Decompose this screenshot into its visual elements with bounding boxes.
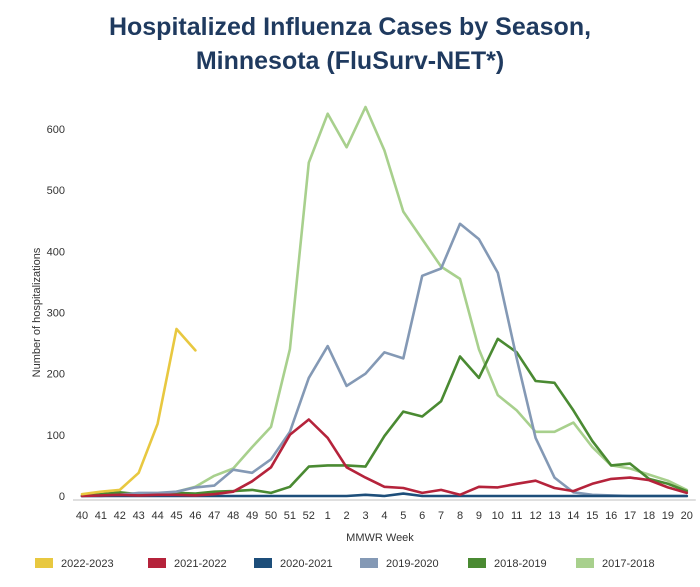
y-axis-label: Number of hospitalizations (31, 247, 43, 377)
y-tick-label: 0 (59, 491, 65, 503)
x-tick-label: 18 (643, 510, 655, 522)
x-tick-label: 52 (303, 510, 315, 522)
x-tick-label: 17 (624, 510, 636, 522)
x-tick-label: 6 (419, 510, 425, 522)
x-tick-label: 4 (381, 510, 387, 522)
x-tick-label: 5 (400, 510, 406, 522)
x-tick-label: 14 (567, 510, 579, 522)
legend-label-2018-2019: 2018-2019 (494, 558, 547, 570)
x-tick-label: 10 (492, 510, 504, 522)
x-tick-label: 13 (548, 510, 560, 522)
series-line-2018-2019 (80, 337, 689, 498)
x-tick-label: 50 (265, 510, 277, 522)
series-line-2022-2023 (80, 327, 197, 496)
x-tick-label: 12 (529, 510, 541, 522)
legend-swatch-2022-2023 (35, 558, 53, 568)
x-tick-label: 42 (114, 510, 126, 522)
y-tick-label: 400 (47, 246, 65, 258)
y-tick-label: 200 (47, 369, 65, 381)
legend-label-2017-2018: 2017-2018 (602, 558, 655, 570)
legend-label-2020-2021: 2020-2021 (280, 558, 333, 570)
y-tick-label: 600 (47, 124, 65, 136)
x-tick-label: 16 (605, 510, 617, 522)
x-tick-label: 11 (511, 510, 522, 522)
x-tick-label: 51 (284, 510, 296, 522)
y-tick-label: 300 (47, 308, 65, 320)
legend-label-2022-2023: 2022-2023 (61, 558, 114, 570)
x-tick-label: 43 (133, 510, 145, 522)
y-tick-label: 500 (47, 185, 65, 197)
x-tick-label: 46 (189, 510, 201, 522)
x-tick-label: 9 (476, 510, 482, 522)
x-tick-label: 7 (438, 510, 444, 522)
chart-title: Hospitalized Influenza Cases by Season, … (0, 10, 700, 78)
x-tick-label: 1 (325, 510, 331, 522)
chart-title-line1: Hospitalized Influenza Cases by Season, (108, 13, 592, 41)
legend-label-2021-2022: 2021-2022 (174, 558, 227, 570)
x-tick-label: 41 (95, 510, 107, 522)
x-tick-label: 20 (681, 510, 693, 522)
x-tick-label: 2 (344, 510, 350, 522)
x-tick-label: 47 (208, 510, 220, 522)
x-tick-label: 3 (362, 510, 368, 522)
x-tick-label: 8 (457, 510, 463, 522)
x-tick-label: 45 (170, 510, 182, 522)
legend-swatch-2021-2022 (148, 558, 166, 568)
legend-swatch-2020-2021 (254, 558, 272, 568)
x-axis-label: MMWR Week (346, 532, 414, 544)
chart-title-line2: Minnesota (FluSurv-NET*) (195, 47, 505, 75)
x-tick-label: 40 (76, 510, 88, 522)
y-tick-label: 100 (47, 430, 65, 442)
x-tick-label: 44 (151, 510, 163, 522)
x-tick-label: 15 (586, 510, 598, 522)
x-tick-label: 49 (246, 510, 258, 522)
legend-label-2019-2020: 2019-2020 (386, 558, 439, 570)
legend-swatch-2019-2020 (360, 558, 378, 568)
legend-swatch-2018-2019 (468, 558, 486, 568)
series-line-2019-2020 (80, 222, 689, 498)
x-tick-label: 48 (227, 510, 239, 522)
x-tick-label: 19 (662, 510, 674, 522)
legend-swatch-2017-2018 (576, 558, 594, 568)
series-line-2021-2022 (80, 418, 689, 498)
